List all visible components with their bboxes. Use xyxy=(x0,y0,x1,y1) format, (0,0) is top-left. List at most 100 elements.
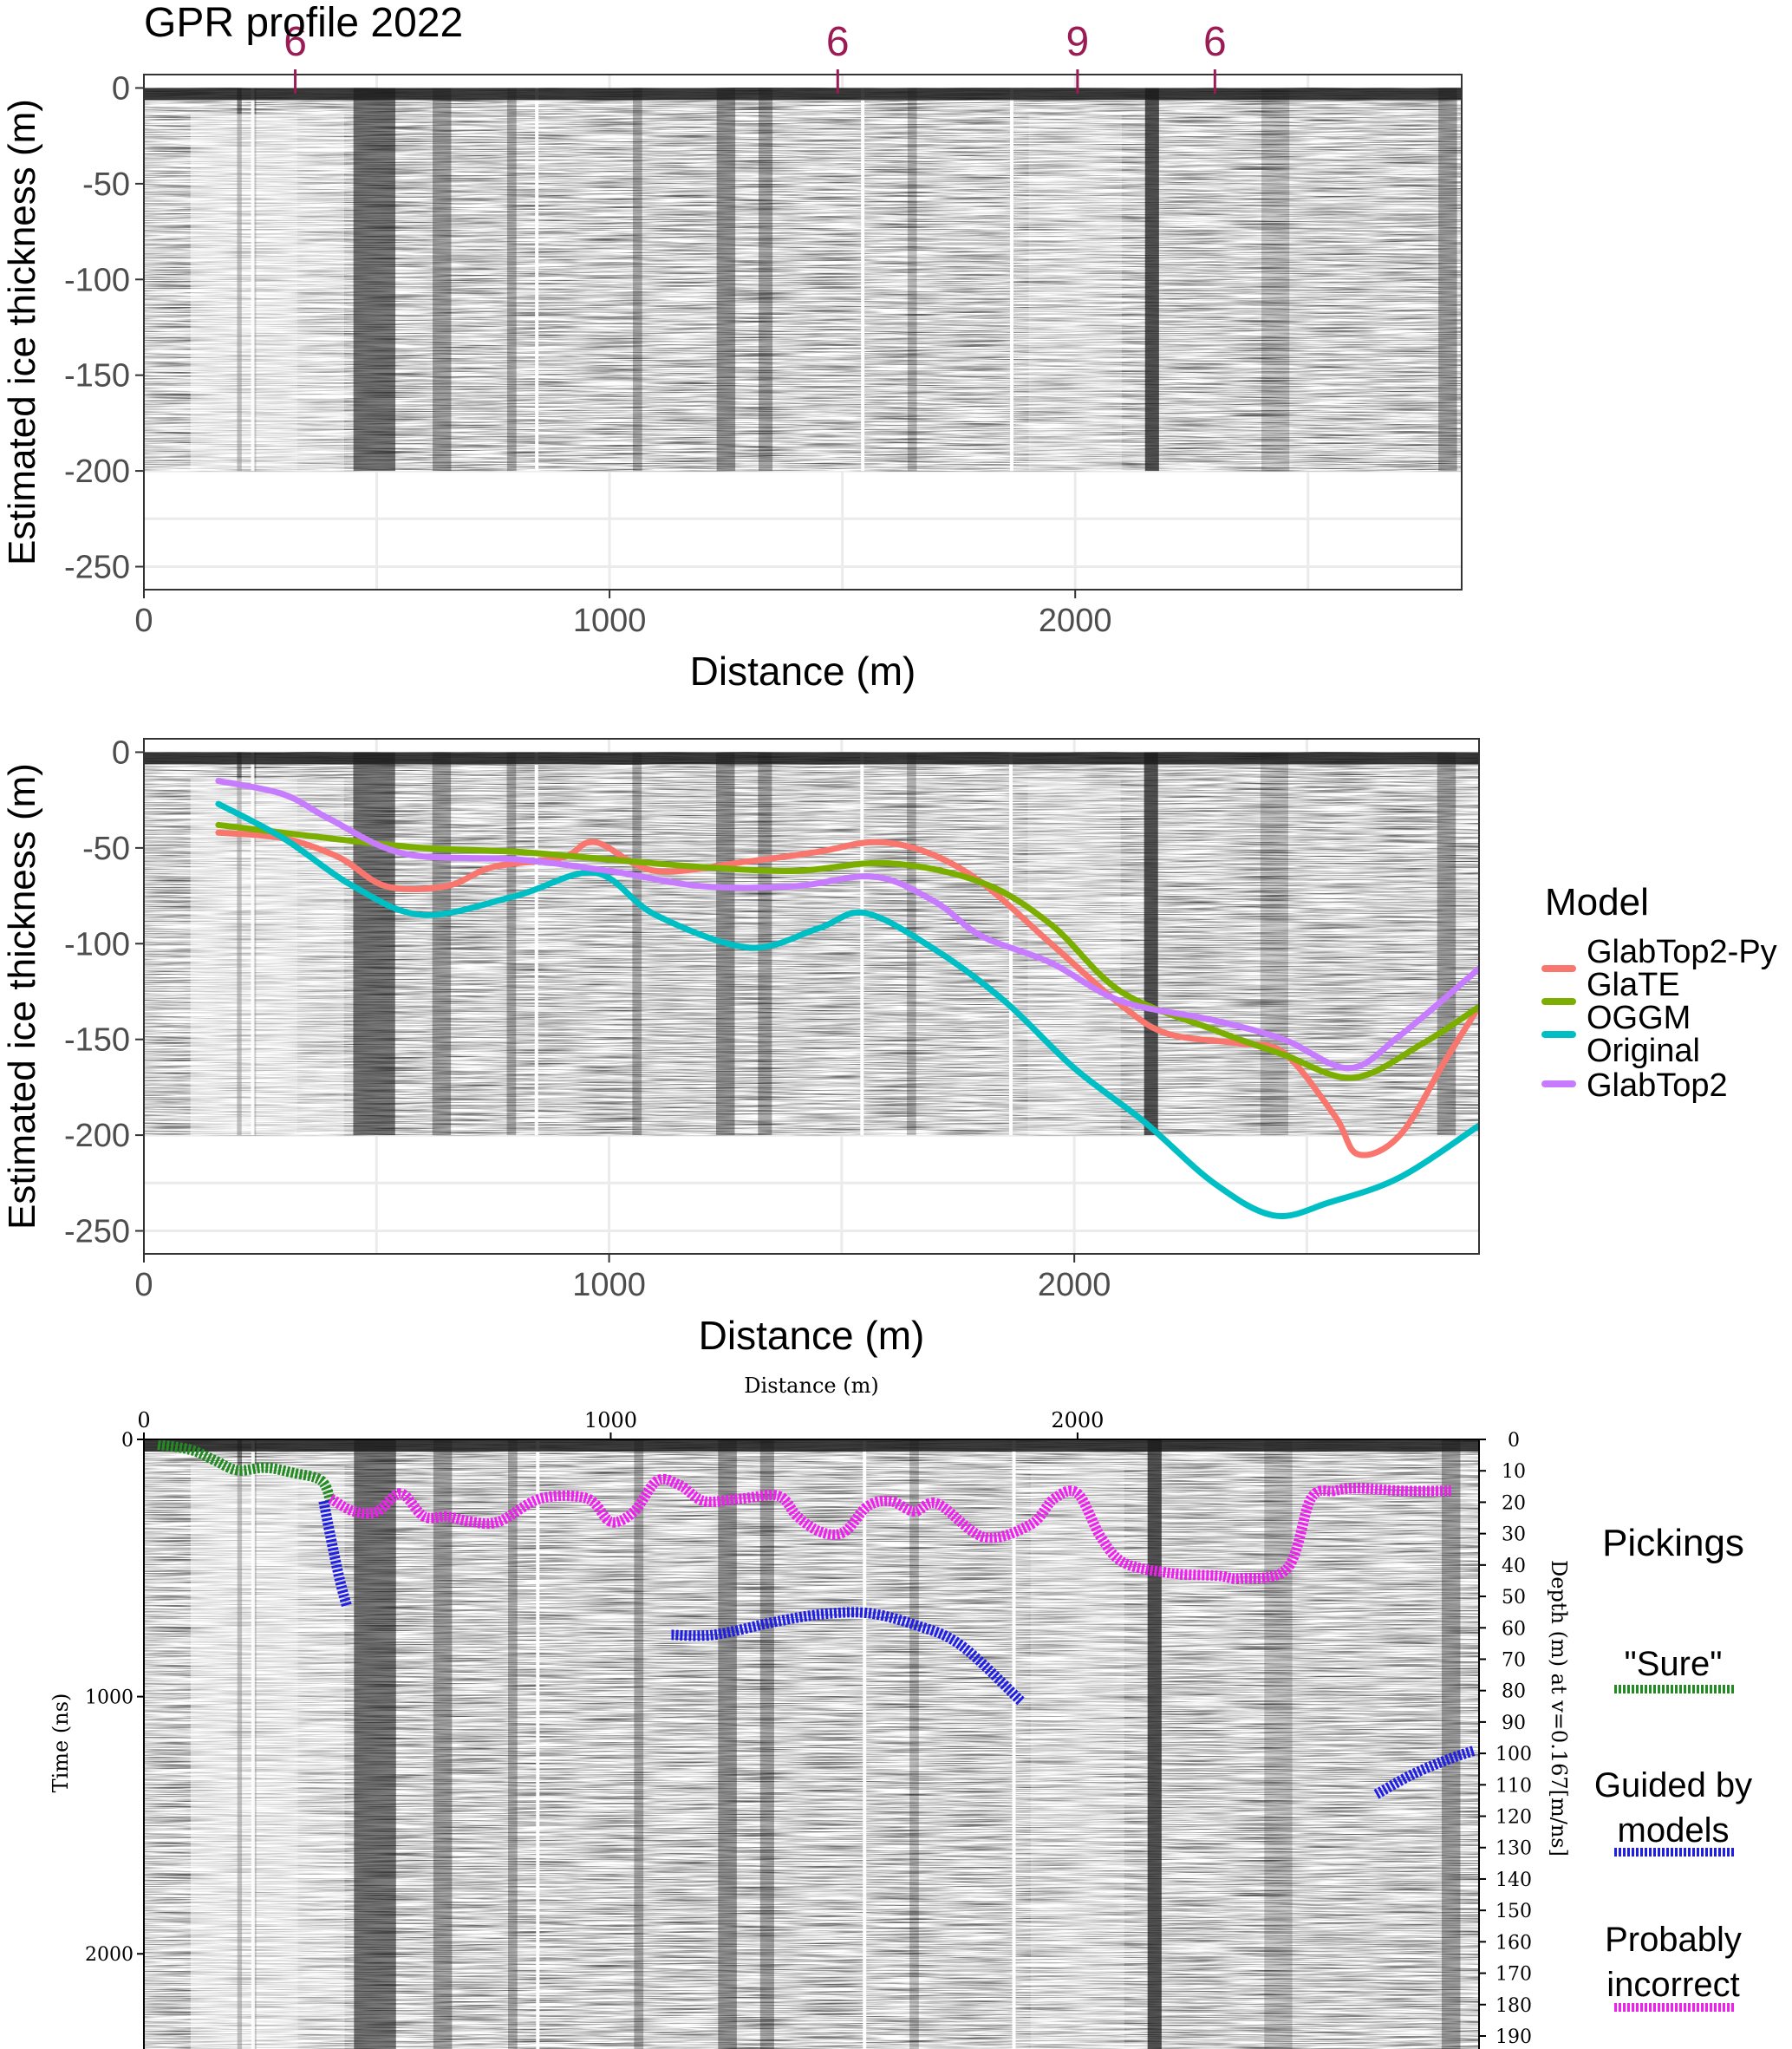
dark-streak xyxy=(758,752,772,1136)
gap-line xyxy=(1012,1439,1016,2049)
gap-line xyxy=(251,752,255,1136)
legend-label: Original xyxy=(1587,1033,1700,1069)
dark-streak xyxy=(506,88,517,472)
depth-tick-label: 0 xyxy=(1508,1430,1520,1452)
dark-streak xyxy=(1144,88,1159,472)
depth-tick-label: 60 xyxy=(1502,1618,1526,1640)
x-tick-label: 0 xyxy=(134,603,153,639)
dark-streak xyxy=(433,1439,453,2049)
x-tick-label: 0 xyxy=(134,1267,153,1303)
gap-line xyxy=(863,1439,867,2049)
depth-tick-label: 150 xyxy=(1496,1901,1532,1922)
y-tick-label: -150 xyxy=(64,358,130,395)
depth-tick-label: 140 xyxy=(1496,1870,1532,1891)
axis-ticks: 0 1000 2000 0 -50 -100 -150 -200 -250 xyxy=(64,70,1112,639)
dark-streak xyxy=(1438,88,1457,472)
surface-band xyxy=(144,1439,1479,1452)
distance-marker-label: 6 xyxy=(826,19,850,65)
gap-line xyxy=(1009,752,1013,1136)
panel-gpr-profile: 0 1000 2000 0 -50 -100 -150 -200 -250 6 6 9 6 GPR p… xyxy=(1,0,1463,694)
dark-streak xyxy=(759,1439,774,2049)
depth-tick-label: 80 xyxy=(1502,1681,1526,1703)
dark-streak xyxy=(1261,88,1290,472)
gap-line xyxy=(861,88,865,472)
dark-streak xyxy=(432,752,452,1136)
depth-tick-label: 20 xyxy=(1502,1492,1526,1514)
y-tick-label: -250 xyxy=(64,550,130,586)
dark-streak xyxy=(632,752,642,1136)
axis-ticks: 0 1000 2000 0 -50 -100 -150 -200 -250 xyxy=(64,734,1111,1303)
light-zone xyxy=(1028,114,1122,472)
depth-tick-label: 170 xyxy=(1496,1964,1532,1986)
picking-traces xyxy=(157,1439,1476,1799)
dark-streak xyxy=(907,752,916,1136)
dark-streak xyxy=(1147,1439,1162,2049)
series-line xyxy=(215,829,1479,1158)
depth-tick-label: 110 xyxy=(1496,1775,1532,1797)
depth-tick-label: 30 xyxy=(1502,1524,1526,1546)
panel-pickings: 0 1000 2000 0 1000 2000 0 10 20 30 40 50 60 70 80 90 100… xyxy=(49,1374,1752,2049)
dark-streak xyxy=(1144,752,1158,1136)
plot-frame xyxy=(143,738,1480,1255)
y-tick-label: -50 xyxy=(82,831,130,867)
dark-streak xyxy=(1260,752,1288,1136)
y-tick-label: 0 xyxy=(112,70,130,107)
x-tick-label: 2000 xyxy=(1038,1267,1111,1303)
panel-model-comparison: 0 1000 2000 0 -50 -100 -150 -200 -250 Distance (… xyxy=(1,734,1777,1358)
picking-trace xyxy=(318,1500,352,1609)
gap-line xyxy=(534,752,538,1136)
legend-label: Probably xyxy=(1605,1921,1742,1959)
x-tick-label: 2000 xyxy=(1039,603,1112,639)
x-tick-label: 1000 xyxy=(584,1408,637,1432)
y-axis-label-time: Time (ns) xyxy=(49,1693,73,1793)
light-zone xyxy=(1031,1465,1124,2049)
depth-tick-label: 160 xyxy=(1496,1932,1532,1954)
y-tick-label: 2000 xyxy=(85,1944,134,1966)
axis-ticks: 0 1000 2000 0 1000 2000 0 10 20 30 40 50 60 70 80 90 100… xyxy=(85,1408,1532,2049)
legend-label: "Sure" xyxy=(1625,1645,1723,1683)
legend-label: incorrect xyxy=(1606,1966,1739,2004)
y-tick-label: 0 xyxy=(112,734,130,771)
gap-line xyxy=(1010,88,1014,472)
dark-streak xyxy=(634,1439,644,2049)
dark-streak xyxy=(1264,1439,1293,2049)
depth-tick-label: 130 xyxy=(1496,1838,1532,1860)
y-axis-label: Estimated ice thickness (m) xyxy=(1,763,43,1230)
legend-title: Model xyxy=(1545,881,1649,923)
depth-tick-label: 40 xyxy=(1502,1556,1526,1577)
series-line xyxy=(215,778,1479,1072)
y-tick-label: -200 xyxy=(64,454,130,490)
x-tick-label: 2000 xyxy=(1051,1408,1104,1432)
picking-trace xyxy=(157,1439,336,1504)
series-line xyxy=(215,821,1479,1081)
legend-model: Model GlabTop2-PyGlaTEOGGMOriginalGlabTo… xyxy=(1541,881,1777,1104)
dark-streak xyxy=(1441,1439,1461,2049)
series-line xyxy=(215,800,1479,1219)
radargram-streaks xyxy=(144,1439,1479,2049)
dark-streak xyxy=(354,1439,396,2049)
depth-tick-label: 100 xyxy=(1496,1744,1532,1765)
depth-tick-label: 70 xyxy=(1502,1649,1526,1671)
dark-streak xyxy=(718,1439,737,2049)
depth-tick-label: 180 xyxy=(1496,1995,1532,2017)
y-axis-label-depth: Depth (m) at v=0.167[m/ns] xyxy=(1547,1560,1571,1856)
dark-streak xyxy=(758,88,773,472)
depth-tick-label: 120 xyxy=(1496,1807,1532,1829)
dark-streak xyxy=(506,752,517,1136)
picking-trace xyxy=(671,1607,1026,1706)
dark-streak xyxy=(909,1439,919,2049)
chart-title: GPR profile 2022 xyxy=(144,0,463,46)
y-tick-label: -150 xyxy=(64,1022,130,1059)
gap-line xyxy=(251,88,255,472)
dark-streak xyxy=(1437,752,1456,1136)
y-tick-label: -50 xyxy=(82,166,130,203)
top-axis-label: Distance (m) xyxy=(744,1374,878,1398)
x-tick-label: 1000 xyxy=(572,1267,646,1303)
dark-streak xyxy=(508,1439,518,2049)
dark-streak xyxy=(632,88,642,472)
y-axis-label: Estimated ice thickness (m) xyxy=(1,99,43,565)
surface-band xyxy=(144,88,1462,101)
surface-band xyxy=(144,752,1479,765)
plot-frame xyxy=(143,74,1463,591)
